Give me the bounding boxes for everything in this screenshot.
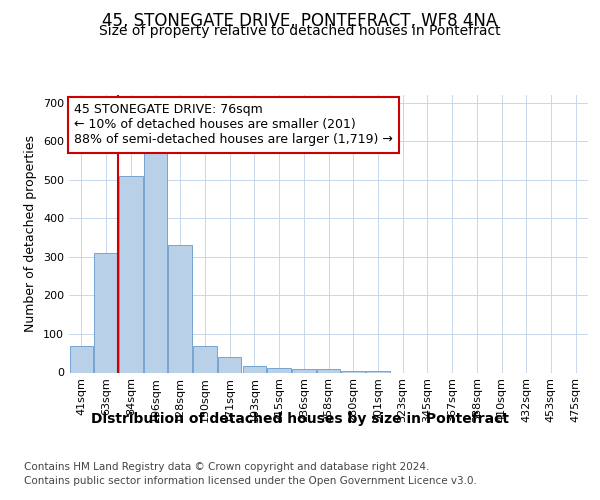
Bar [242,366,266,372]
Bar [268,368,291,372]
Bar [292,370,316,372]
Bar [144,151,167,372]
Text: Distribution of detached houses by size in Pontefract: Distribution of detached houses by size … [91,412,509,426]
Y-axis label: Number of detached properties: Number of detached properties [25,135,37,332]
Bar [366,370,389,372]
Bar [317,368,340,372]
Bar [169,246,192,372]
Bar [94,253,118,372]
Text: Contains public sector information licensed under the Open Government Licence v3: Contains public sector information licen… [24,476,477,486]
Bar [218,357,241,372]
Bar [70,346,93,372]
Bar [119,176,143,372]
Text: 45 STONEGATE DRIVE: 76sqm
← 10% of detached houses are smaller (201)
88% of semi: 45 STONEGATE DRIVE: 76sqm ← 10% of detac… [74,104,393,146]
Bar [341,370,365,372]
Text: Size of property relative to detached houses in Pontefract: Size of property relative to detached ho… [99,24,501,38]
Text: Contains HM Land Registry data © Crown copyright and database right 2024.: Contains HM Land Registry data © Crown c… [24,462,430,472]
Text: 45, STONEGATE DRIVE, PONTEFRACT, WF8 4NA: 45, STONEGATE DRIVE, PONTEFRACT, WF8 4NA [103,12,497,30]
Bar [193,346,217,372]
